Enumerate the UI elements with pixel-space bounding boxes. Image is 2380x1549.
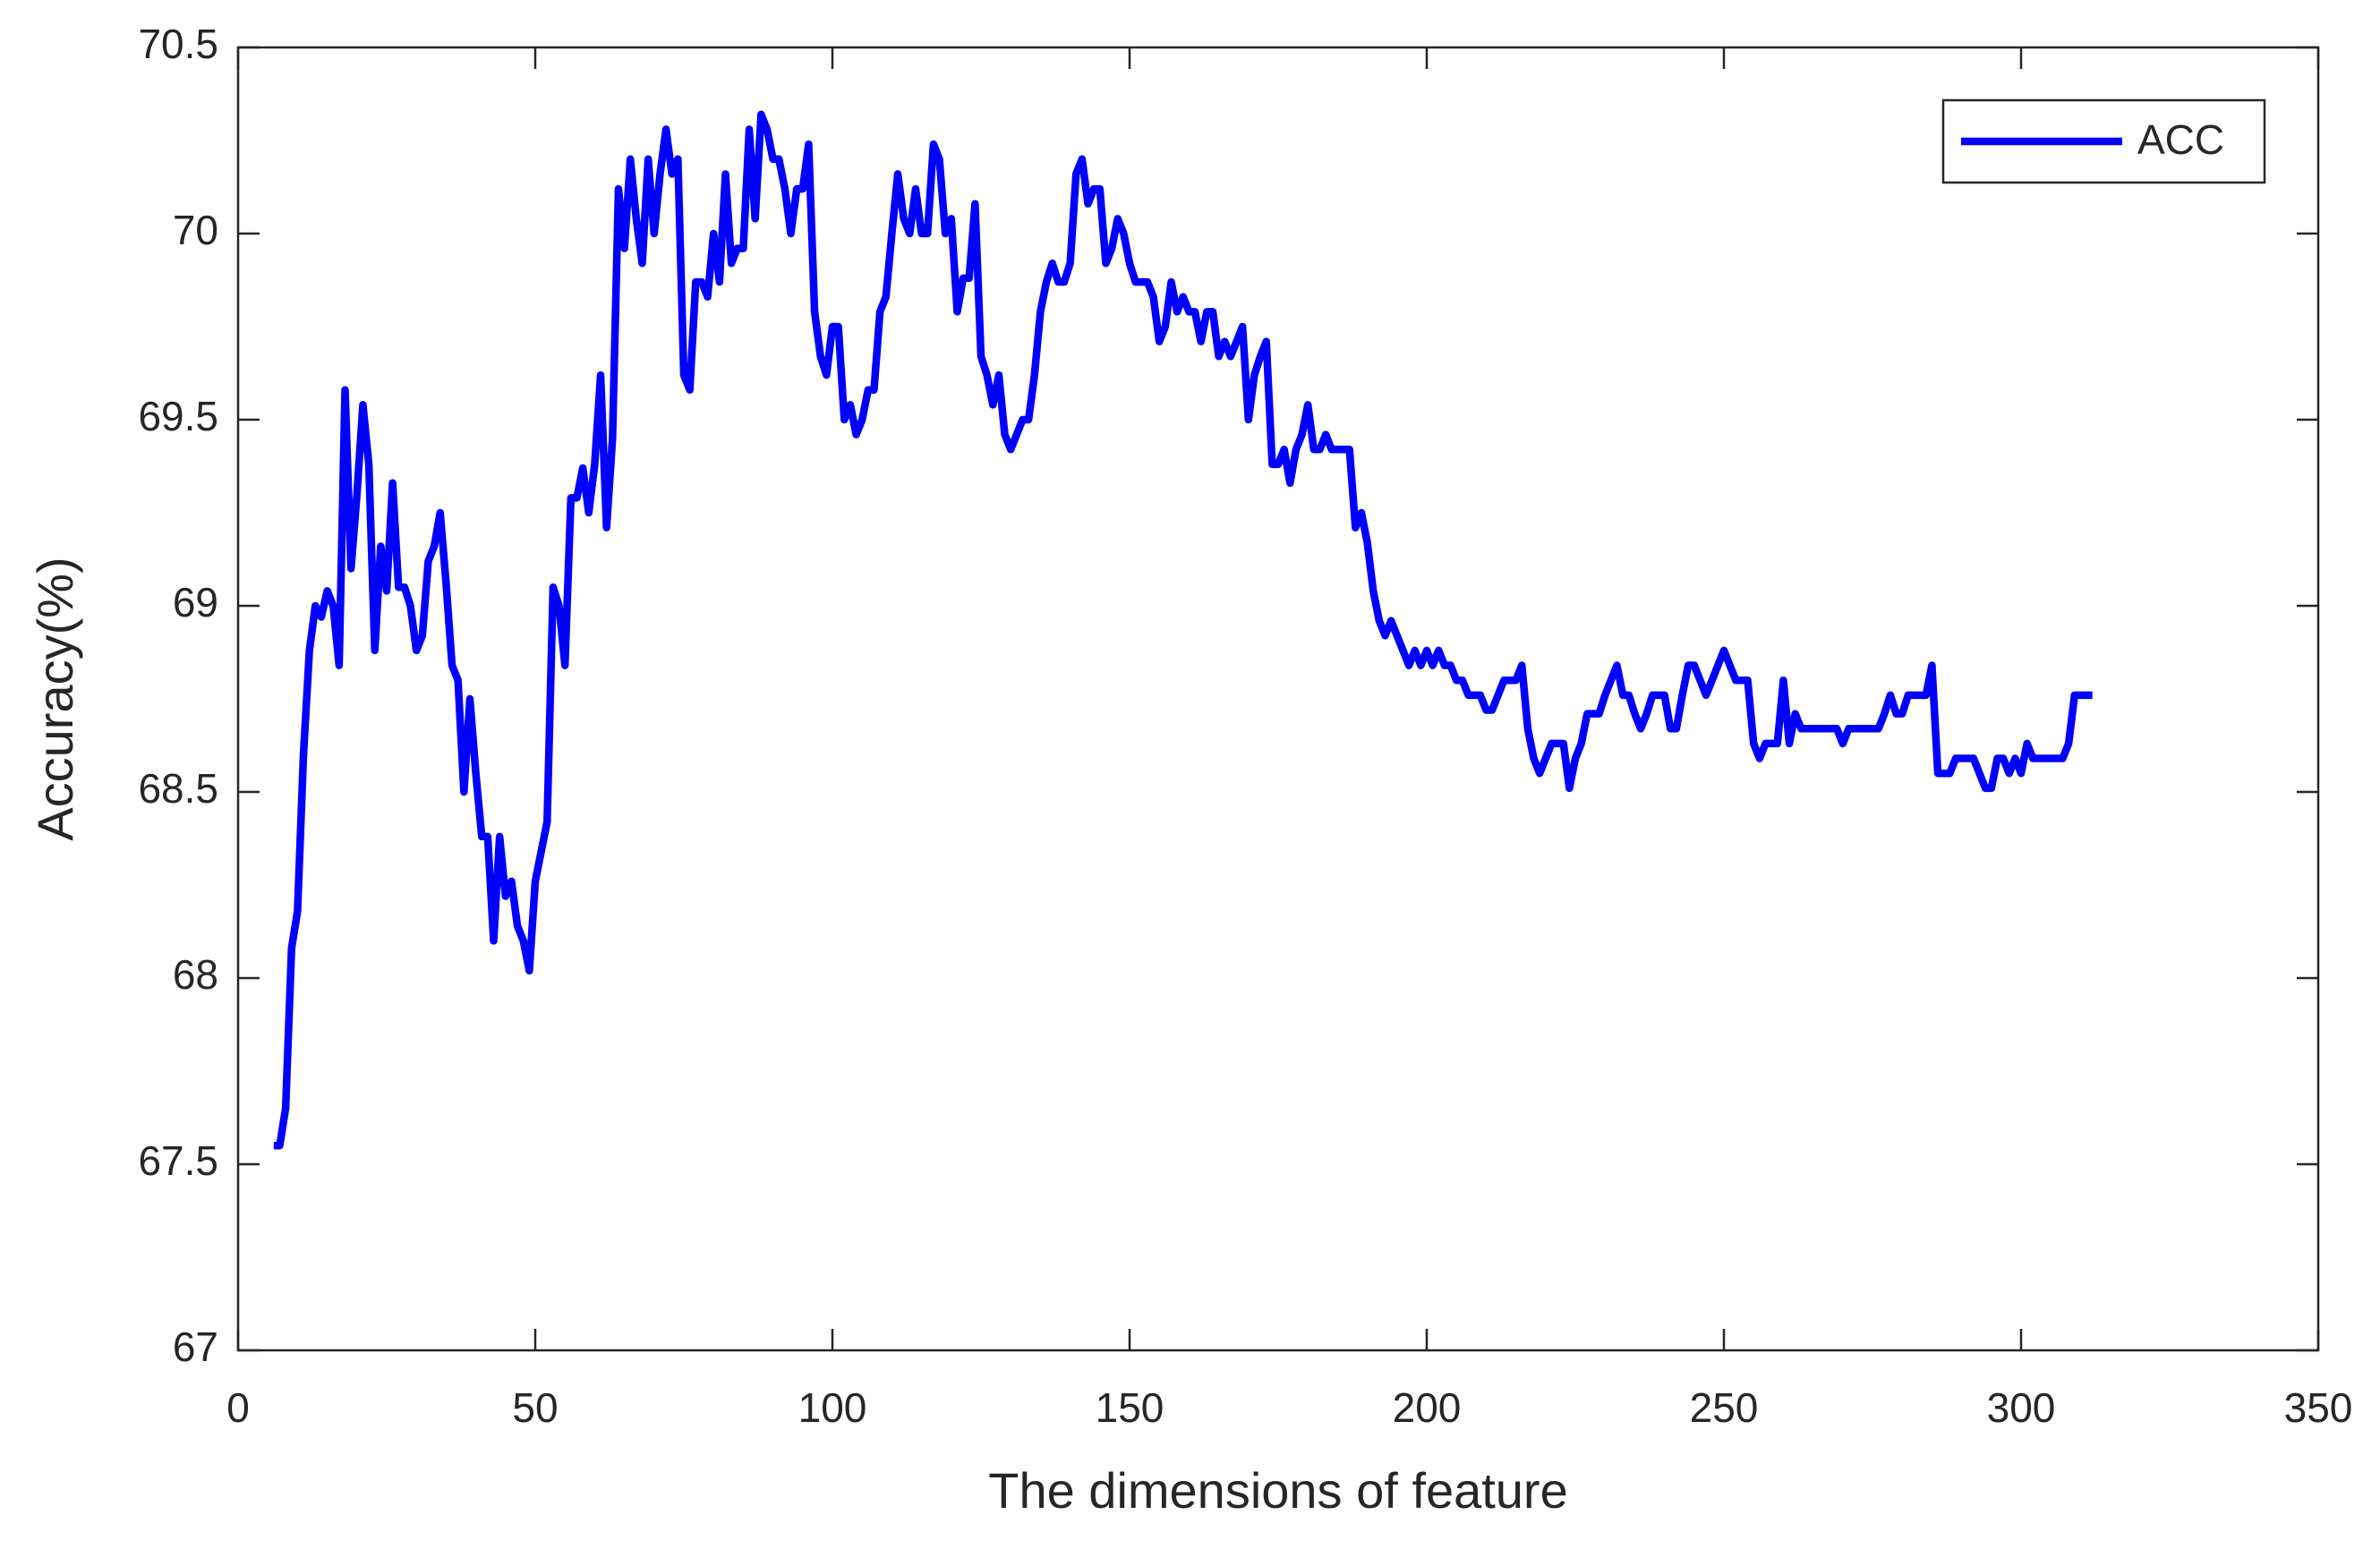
x-tick-label: 200 <box>1393 1384 1462 1431</box>
y-tick-label: 68 <box>173 951 218 998</box>
x-tick-label: 50 <box>512 1384 558 1431</box>
x-tick-label: 350 <box>2284 1384 2353 1431</box>
y-tick-label: 70.5 <box>138 21 218 67</box>
y-axis-label: Accuracy(%) <box>27 557 83 840</box>
legend-label: ACC <box>2137 116 2224 163</box>
y-tick-label: 67.5 <box>138 1137 218 1184</box>
x-tick-label: 250 <box>1690 1384 1759 1431</box>
x-tick-label: 100 <box>798 1384 867 1431</box>
series-line <box>273 110 2093 1150</box>
y-tick-label: 67 <box>173 1323 218 1370</box>
x-axis-label: The dimensions of feature <box>988 1462 1567 1519</box>
plot-area <box>236 46 2320 1352</box>
x-tick-label: 300 <box>1987 1384 2056 1431</box>
y-tick-label: 70 <box>173 207 218 253</box>
y-tick-label: 69 <box>173 579 218 626</box>
y-tick-label: 69.5 <box>138 393 218 439</box>
y-tick-label: 68.5 <box>138 765 218 812</box>
x-tick-label: 150 <box>1096 1384 1164 1431</box>
x-tick-label: 0 <box>226 1384 250 1431</box>
